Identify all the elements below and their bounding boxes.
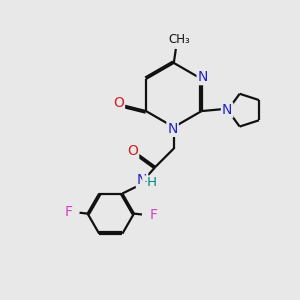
Text: CH₃: CH₃ xyxy=(169,33,190,46)
Text: F: F xyxy=(64,205,72,219)
Text: N: N xyxy=(198,70,208,84)
Text: ·H: ·H xyxy=(143,176,157,190)
Text: N: N xyxy=(167,122,178,136)
Text: O: O xyxy=(113,96,124,110)
Text: F: F xyxy=(149,208,157,222)
Text: O: O xyxy=(127,145,138,158)
Text: N: N xyxy=(222,103,232,117)
Text: N: N xyxy=(137,173,147,187)
